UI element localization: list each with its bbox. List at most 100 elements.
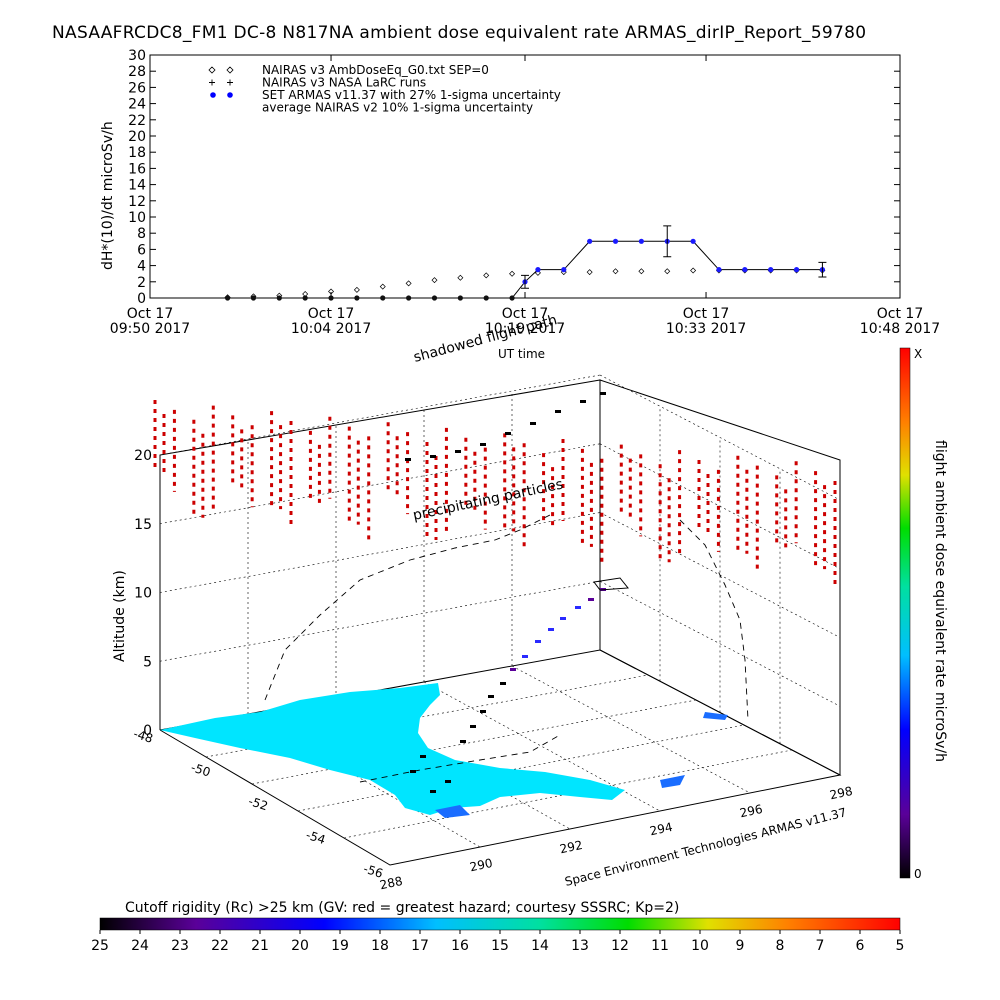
armas-point (354, 295, 360, 301)
nairas-point (509, 270, 516, 277)
nairas-point (353, 286, 360, 293)
nairas-point (612, 268, 619, 275)
lon-tick-label: 288 (379, 874, 404, 892)
armas-point (509, 295, 515, 301)
legend-label: NAIRAS v3 NASA LaRC runs (262, 76, 426, 90)
legend-label: SET ARMAS v11.37 with 27% 1-sigma uncert… (262, 88, 561, 102)
colorbar-tick-label: 17 (411, 938, 429, 954)
x-tick-label-time: 10:04 2017 (291, 321, 371, 337)
colorbar-tick-label: 18 (371, 938, 389, 954)
flight-path-segment (600, 392, 606, 395)
lon-ticks: 288 290 292 294 296 298 (379, 784, 854, 892)
right-colorbar (899, 347, 911, 879)
y-tick-label: 26 (128, 80, 146, 96)
x-tick-label-time: 10:19 2017 (485, 321, 565, 337)
x-tick-label-date: Oct 17 (308, 306, 354, 322)
legend-plus-icon (209, 79, 233, 86)
floor-grid-line (251, 699, 697, 785)
altitude-tick-label: 20 (134, 448, 152, 464)
shadow-path-floor (359, 734, 561, 783)
flight-path-segment (580, 400, 586, 403)
armas-point (561, 267, 567, 273)
y-tick-label: 18 (128, 145, 146, 161)
armas-point (380, 295, 386, 301)
nairas-point (483, 272, 490, 279)
colorbar-tick-label: 16 (451, 938, 469, 954)
x-tick-label-date: Oct 17 (877, 306, 923, 322)
lat-tick-label: -54 (304, 828, 327, 847)
armas-point (716, 267, 722, 273)
armas-point (483, 295, 489, 301)
floor-grid-line (343, 749, 793, 839)
lon-tick-label: 290 (469, 856, 494, 874)
armas-point (587, 238, 593, 244)
y-tick-label: 8 (137, 226, 146, 242)
armas-point (768, 267, 774, 273)
armas-point (457, 295, 463, 301)
ut-time-label: UT time (498, 347, 545, 361)
flight-path-segment (500, 682, 506, 685)
bottom-colorbar (99, 917, 901, 931)
armas-point (742, 267, 748, 273)
wall-grid (159, 374, 841, 744)
nairas-point (431, 277, 438, 284)
flight-path-segment (588, 598, 594, 601)
flight-path-segment (460, 740, 466, 743)
lon-tick-label: 296 (739, 802, 764, 820)
y-tick-label: 28 (128, 64, 146, 80)
colorbar-tick-label: 14 (531, 938, 549, 954)
y-tick-label: 6 (137, 242, 146, 258)
flight-path-segment (510, 668, 516, 671)
bottom-colorbar-ticks: 25 24 23 22 21 20 19 18 17 16 15 14 13 12 11 10 9 8 7 6 5 (91, 930, 904, 954)
colorbar-tick-label: 22 (211, 938, 229, 954)
bottom-colorbar-label: Cutoff rigidity (Rc) >25 km (GV: red = g… (125, 900, 679, 916)
flight-path-segment (420, 755, 426, 758)
x-tick-label-date: Oct 17 (683, 306, 729, 322)
flight-path-segment (530, 422, 536, 425)
colorbar-tick-label: 7 (816, 938, 825, 954)
altitude-tick-label: 10 (134, 586, 152, 602)
flight-path-segment (480, 443, 486, 446)
flight-path-segment (405, 458, 411, 461)
colorbar-tick-label: 25 (91, 938, 109, 954)
colorbar-tick-label: 11 (651, 938, 669, 954)
altitude-ticks: 0 5 10 15 20 (134, 448, 152, 739)
armas-point (793, 267, 800, 273)
colorbar-tick-label: 15 (491, 938, 509, 954)
precipitating-particles (153, 400, 837, 587)
armas-point (328, 295, 334, 301)
floor-grid-line (297, 724, 745, 812)
lat-tick-label: -52 (247, 794, 270, 813)
shadow-path-right (679, 519, 749, 721)
lat-tick-label: -56 (362, 862, 385, 881)
floor-edges (159, 649, 842, 866)
armas-point (535, 267, 541, 273)
y-tick-label: 14 (128, 178, 146, 194)
y-tick-label: 12 (128, 194, 146, 210)
y-tick-label: 20 (128, 129, 146, 145)
right-colorbar-top: X (914, 347, 922, 361)
right-colorbar-bottom: 0 (914, 867, 922, 881)
credit-text: Space Environment Technologies ARMAS v11… (563, 805, 847, 889)
altitude-axis-label: Altitude (km) (112, 570, 128, 662)
colorbar-tick-label: 13 (571, 938, 589, 954)
lat-tick-label: -50 (189, 760, 212, 779)
legend-label: NAIRAS v3 AmbDoseEq_G0.txt SEP=0 (262, 63, 489, 77)
top-series (224, 225, 827, 301)
nairas-point (379, 283, 386, 290)
aircraft-marker (593, 577, 629, 591)
colorbar-tick-label: 19 (331, 938, 349, 954)
nairas-point (638, 268, 645, 275)
flight-path-segment (455, 450, 461, 453)
left-wall (159, 379, 601, 730)
armas-point (250, 295, 257, 301)
flight-path-segment (535, 640, 541, 643)
lon-tick-label: 294 (649, 820, 674, 838)
floor-grid (205, 665, 793, 848)
legend-blue-dot-icon (227, 92, 233, 98)
armas-point (690, 238, 696, 244)
flight-path (405, 392, 606, 793)
y-tick-label: 4 (137, 259, 146, 275)
